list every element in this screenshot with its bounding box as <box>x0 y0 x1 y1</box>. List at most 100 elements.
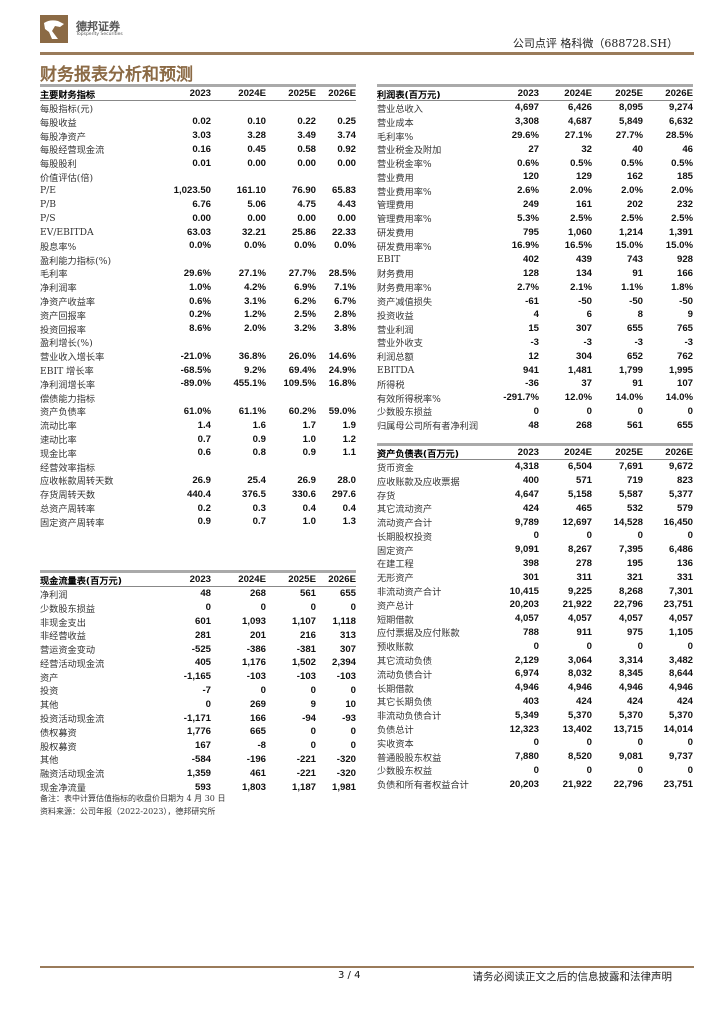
cell-value: 0 <box>350 740 356 752</box>
cell-value: 0.00 <box>297 212 316 224</box>
cell-value: -1,171 <box>183 712 211 724</box>
row-label: 负债总计 <box>377 725 414 737</box>
cell-value: 2.5% <box>570 212 592 224</box>
cell-value: 762 <box>676 350 693 362</box>
row-label: 普通股股东权益 <box>377 752 442 764</box>
row-label: 经营效率指标 <box>40 462 96 474</box>
cell-value: -21.0% <box>180 350 211 362</box>
table-row: 速动比率 0.7 0.9 1.0 1.2 <box>40 432 356 447</box>
cell-value: -525 <box>191 643 211 655</box>
cash-flow-table: 现金流量表(百万元) 2023 2024E 2025E 2026E 净利润 48 268 561… <box>40 570 356 794</box>
cell-value: 161.10 <box>236 185 266 197</box>
cell-value: 1.9 <box>342 419 356 431</box>
row-label: 短期借款 <box>377 614 414 626</box>
cell-value: -103 <box>336 671 356 683</box>
cell-value: 268 <box>249 588 266 600</box>
column-header: 2026E <box>665 447 693 458</box>
cell-value: 561 <box>299 588 316 600</box>
table-row: 固定资产周转率 0.9 0.7 1.0 1.3 <box>40 515 356 529</box>
row-label: 经营活动现金流 <box>40 658 105 670</box>
cell-value: 9,672 <box>668 461 693 473</box>
table-row: 长期股权投资 0 0 0 0 <box>377 529 693 543</box>
column-header: 2024E <box>238 88 266 99</box>
cell-value: 1.1 <box>342 447 356 459</box>
cell-value: 6 <box>586 309 592 321</box>
row-label: EBIT 增长率 <box>40 366 94 378</box>
table-row: 短期借款 4,057 4,057 4,057 4,057 <box>377 612 693 626</box>
row-label: 非流动负债合计 <box>377 711 442 723</box>
table-row: 其他 0 269 9 10 <box>40 697 356 712</box>
cell-value: 29.6% <box>183 267 211 279</box>
row-label: 净利润增长率 <box>40 379 96 391</box>
table-title: 现金流量表(百万元) <box>40 575 122 587</box>
cell-value: 0 <box>687 737 693 749</box>
table-row: 管理费用 249 161 202 232 <box>377 198 693 212</box>
column-header: 2023 <box>517 88 539 99</box>
cell-value: 0.4 <box>342 502 356 514</box>
cell-value: -8 <box>257 740 266 752</box>
cell-value: 719 <box>626 475 643 487</box>
column-header: 2023 <box>517 447 539 458</box>
cell-value: 40 <box>632 143 643 155</box>
table-row: 普通股股东权益 7,880 8,520 9,081 9,737 <box>377 750 693 764</box>
cell-value: 6,426 <box>567 102 592 114</box>
row-label: 营业税金率% <box>377 159 432 171</box>
cell-value: 1,803 <box>241 781 266 793</box>
cell-value: 32.21 <box>241 226 266 238</box>
row-label: 管理费用率% <box>377 214 432 226</box>
row-label: 每股经营现金流 <box>40 145 105 157</box>
cell-value: 1,214 <box>618 226 643 238</box>
table-row: 每股指标(元) <box>40 101 356 115</box>
table-row: 营业外收支 -3 -3 -3 -3 <box>377 336 693 350</box>
cell-value: 2.0% <box>671 185 693 197</box>
row-label: 流动资产合计 <box>377 518 433 530</box>
cell-value: 65.83 <box>331 185 356 197</box>
cell-value: -103 <box>246 671 266 683</box>
table-row: 财务费用率% 2.7% 2.1% 1.1% 1.8% <box>377 280 693 295</box>
table-row: 非流动负债合计 5,349 5,370 5,370 5,370 <box>377 708 693 723</box>
cell-value: 15.0% <box>665 240 693 252</box>
table-row: 研发费用 795 1,060 1,214 1,391 <box>377 225 693 240</box>
cell-value: 9,081 <box>618 751 643 763</box>
row-label: 利润总额 <box>377 352 414 364</box>
row-label: 营业总收入 <box>377 103 423 115</box>
cell-value: 0.4 <box>302 502 316 514</box>
table-row: 资产减值损失 -61 -50 -50 -50 <box>377 294 693 309</box>
row-label: 投资收益 <box>377 310 414 322</box>
cell-value: 269 <box>249 698 266 710</box>
table-header: 主要财务指标 2023 2024E 2025E 2026E <box>40 84 356 101</box>
table-row: 每股收益 0.02 0.10 0.22 0.25 <box>40 115 356 129</box>
cell-value: 1,107 <box>291 615 316 627</box>
table-row: 有效所得税率% -291.7% 12.0% 14.0% 14.0% <box>377 391 693 405</box>
cell-value: 440.4 <box>186 488 211 500</box>
cell-value: 0 <box>310 726 316 738</box>
table-row: 无形资产 301 311 321 331 <box>377 570 693 585</box>
cell-value: 1,391 <box>668 226 693 238</box>
disclaimer: 请务必阅读正文之后的信息披露和法律声明 <box>472 971 673 983</box>
cell-value: 0.45 <box>247 143 266 155</box>
cell-value: 1,359 <box>186 767 211 779</box>
cell-value: 0.00 <box>297 157 316 169</box>
cell-value: 0 <box>260 684 266 696</box>
cell-value: 3.2% <box>294 323 316 335</box>
cell-value: 532 <box>626 502 643 514</box>
cell-value: 0.00 <box>337 212 356 224</box>
row-label: 实收资本 <box>377 738 414 750</box>
cell-value: 27.7% <box>288 267 316 279</box>
row-label: 应收账款及应收票据 <box>377 476 460 488</box>
cell-value: 4,647 <box>514 488 539 500</box>
cell-value: 424 <box>626 695 643 707</box>
table-row: 其它流动资产 424 465 532 579 <box>377 501 693 516</box>
cell-value: 3,482 <box>668 654 693 666</box>
cell-value: 59.0% <box>328 405 356 417</box>
table-row: 价值评估(倍) <box>40 170 356 184</box>
cell-value: 4,946 <box>514 682 539 694</box>
cell-value: 16.8% <box>328 378 356 390</box>
table-header: 现金流量表(百万元) 2023 2024E 2025E 2026E <box>40 570 356 587</box>
row-label: 研发费用 <box>377 228 414 240</box>
cell-value: -3 <box>530 336 539 348</box>
cell-value: 25.4 <box>247 474 266 486</box>
row-label: 管理费用 <box>377 200 414 212</box>
cell-value: 4,057 <box>567 613 592 625</box>
cell-value: 16,450 <box>663 516 693 528</box>
